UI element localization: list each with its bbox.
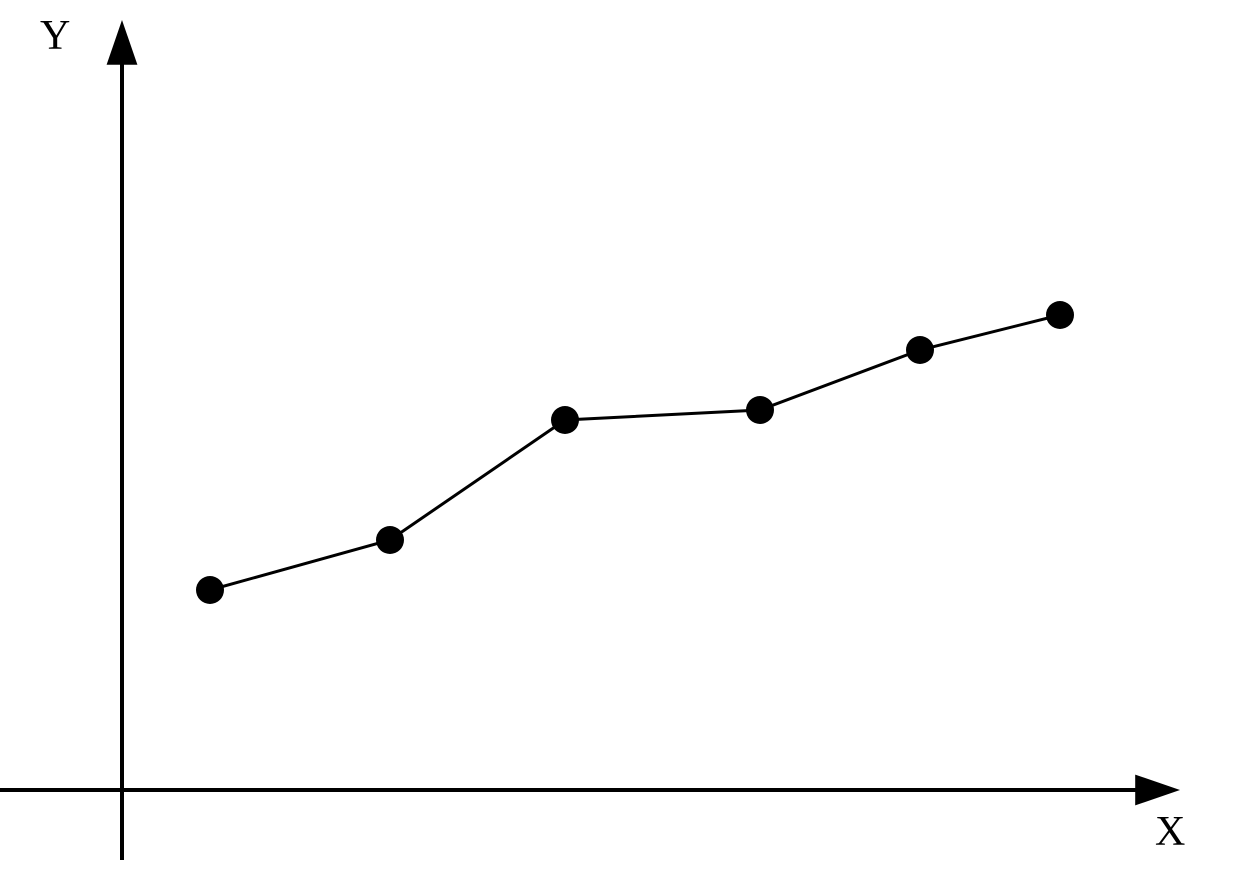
x-axis-label: X — [1155, 808, 1185, 856]
data-point — [376, 526, 404, 554]
data-point — [551, 406, 579, 434]
chart-svg — [0, 0, 1240, 882]
y-axis-label: Y — [40, 12, 70, 60]
y-axis-arrow-icon — [107, 20, 138, 65]
x-axis-arrow-icon — [1135, 775, 1180, 806]
data-point — [906, 336, 934, 364]
data-point — [746, 396, 774, 424]
data-point — [196, 576, 224, 604]
data-point — [1046, 301, 1074, 329]
chart-container: Y X — [0, 0, 1240, 882]
